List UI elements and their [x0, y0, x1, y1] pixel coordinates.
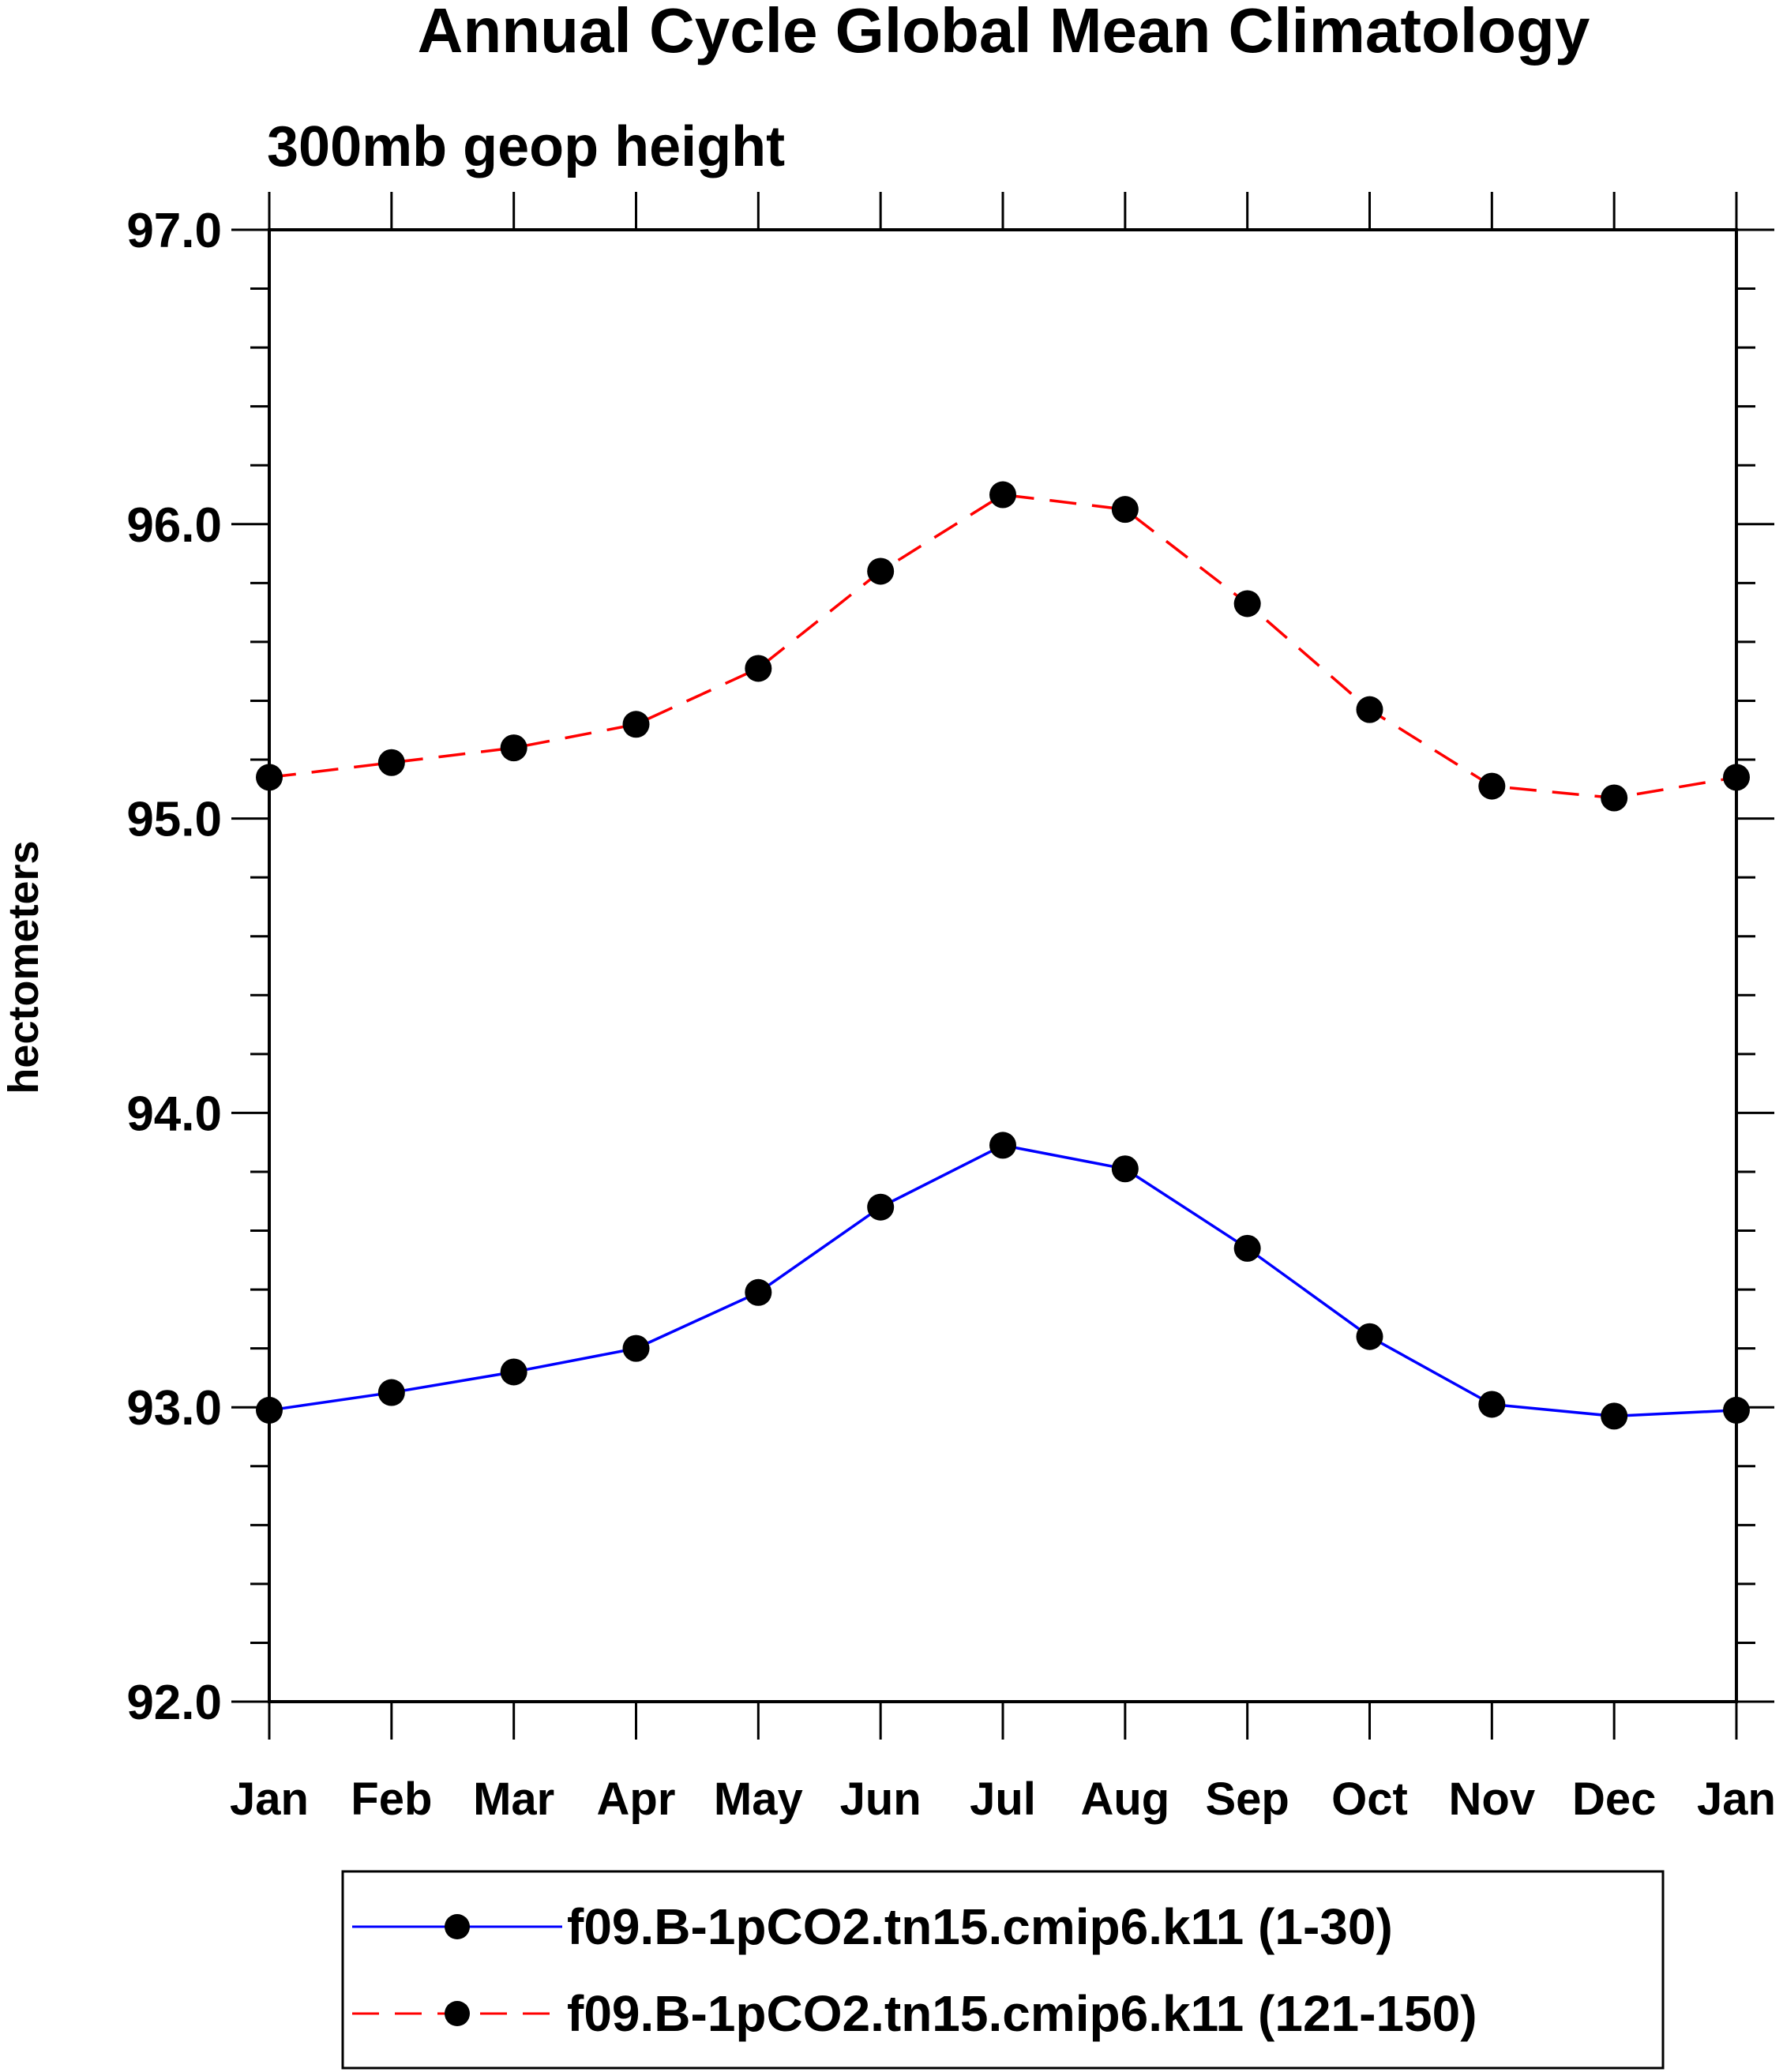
legend-label-series-2: f09.B-1pCO2.tn15.cmip6.k11 (121-150) [567, 1985, 1477, 2042]
legend-label-series-1: f09.B-1pCO2.tn15.cmip6.k11 (1-30) [567, 1898, 1393, 1955]
y-tick-label: 92.0 [126, 1676, 222, 1730]
plot-frame [268, 228, 1738, 1703]
y-tick-label: 97.0 [126, 204, 222, 258]
legend-marker-series-2 [445, 2001, 470, 2026]
y-tick-label: 95.0 [126, 793, 222, 847]
series-2-point-oct [1356, 696, 1383, 723]
series-1-point-jan [256, 1396, 283, 1424]
x-tick-labels: Jan Feb Mar Apr May Jun Jul Aug Sep Oct Nov Dec Jan [230, 1774, 1776, 1825]
series-markers [256, 481, 1750, 1430]
series-2-point-feb [377, 749, 405, 776]
legend-box [341, 1870, 1665, 2070]
x-tick-label: Dec [1572, 1774, 1656, 1825]
legend-marker-series-1 [445, 1914, 470, 1939]
chart-title: Annual Cycle Global Mean Climatology [418, 0, 1590, 66]
y-axis-label: hectometers [0, 840, 47, 1094]
series-2-point-jan [1723, 764, 1750, 791]
x-tick-label: Nov [1449, 1774, 1536, 1825]
series-1-point-jan [1723, 1396, 1750, 1424]
legend: f09.B-1pCO2.tn15.cmip6.k11 (1-30) f09.B-… [341, 1870, 1665, 2070]
x-tick-label: Sep [1205, 1774, 1289, 1825]
y-tick-labels: 92.0 93.0 94.0 95.0 96.0 97.0 [126, 204, 222, 1730]
y-tick-label: 93.0 [126, 1381, 222, 1436]
series-1-point-jul [989, 1132, 1016, 1159]
series-2-point-may [745, 655, 772, 682]
x-tick-label: Feb [351, 1774, 432, 1825]
series-line-1 [268, 1143, 1737, 1418]
series-2-point-jun [867, 557, 895, 585]
series-1-point-sep [1233, 1234, 1261, 1262]
x-tick-label: Apr [597, 1774, 676, 1825]
series-1-point-mar [500, 1358, 527, 1386]
axis-ticks [231, 192, 1774, 1740]
series-1-point-feb [377, 1379, 405, 1406]
series-2-point-jul [989, 481, 1016, 509]
series-1-point-may [745, 1278, 772, 1306]
y-tick-label: 96.0 [126, 498, 222, 553]
x-tick-label: Aug [1080, 1774, 1169, 1825]
x-tick-label: Jun [840, 1774, 922, 1825]
series-2-point-nov [1478, 772, 1506, 800]
chart-subtitle: 300mb geop height [267, 115, 785, 178]
x-tick-label: Oct [1331, 1774, 1408, 1825]
y-tick-label: 94.0 [126, 1087, 222, 1141]
series-2-point-sep [1233, 590, 1261, 617]
series-line-2 [268, 493, 1737, 800]
x-tick-label: May [714, 1774, 803, 1825]
series-2-point-jan [256, 764, 283, 791]
series-1-point-nov [1478, 1391, 1506, 1418]
series-1-point-jun [867, 1193, 895, 1221]
series-1-point-apr [622, 1334, 650, 1362]
series-2-point-apr [622, 711, 650, 738]
series-1-point-dec [1601, 1402, 1628, 1430]
series-lines [268, 493, 1737, 1418]
series-2-point-aug [1111, 496, 1139, 524]
series-1-point-oct [1356, 1323, 1383, 1350]
x-tick-label: Mar [473, 1774, 554, 1825]
x-tick-label: Jul [970, 1774, 1036, 1825]
x-tick-label: Jan [230, 1774, 309, 1825]
series-2-point-dec [1601, 784, 1628, 812]
series-2-point-mar [500, 734, 527, 762]
x-tick-label: Jan [1697, 1774, 1776, 1825]
series-1-point-aug [1111, 1155, 1139, 1183]
